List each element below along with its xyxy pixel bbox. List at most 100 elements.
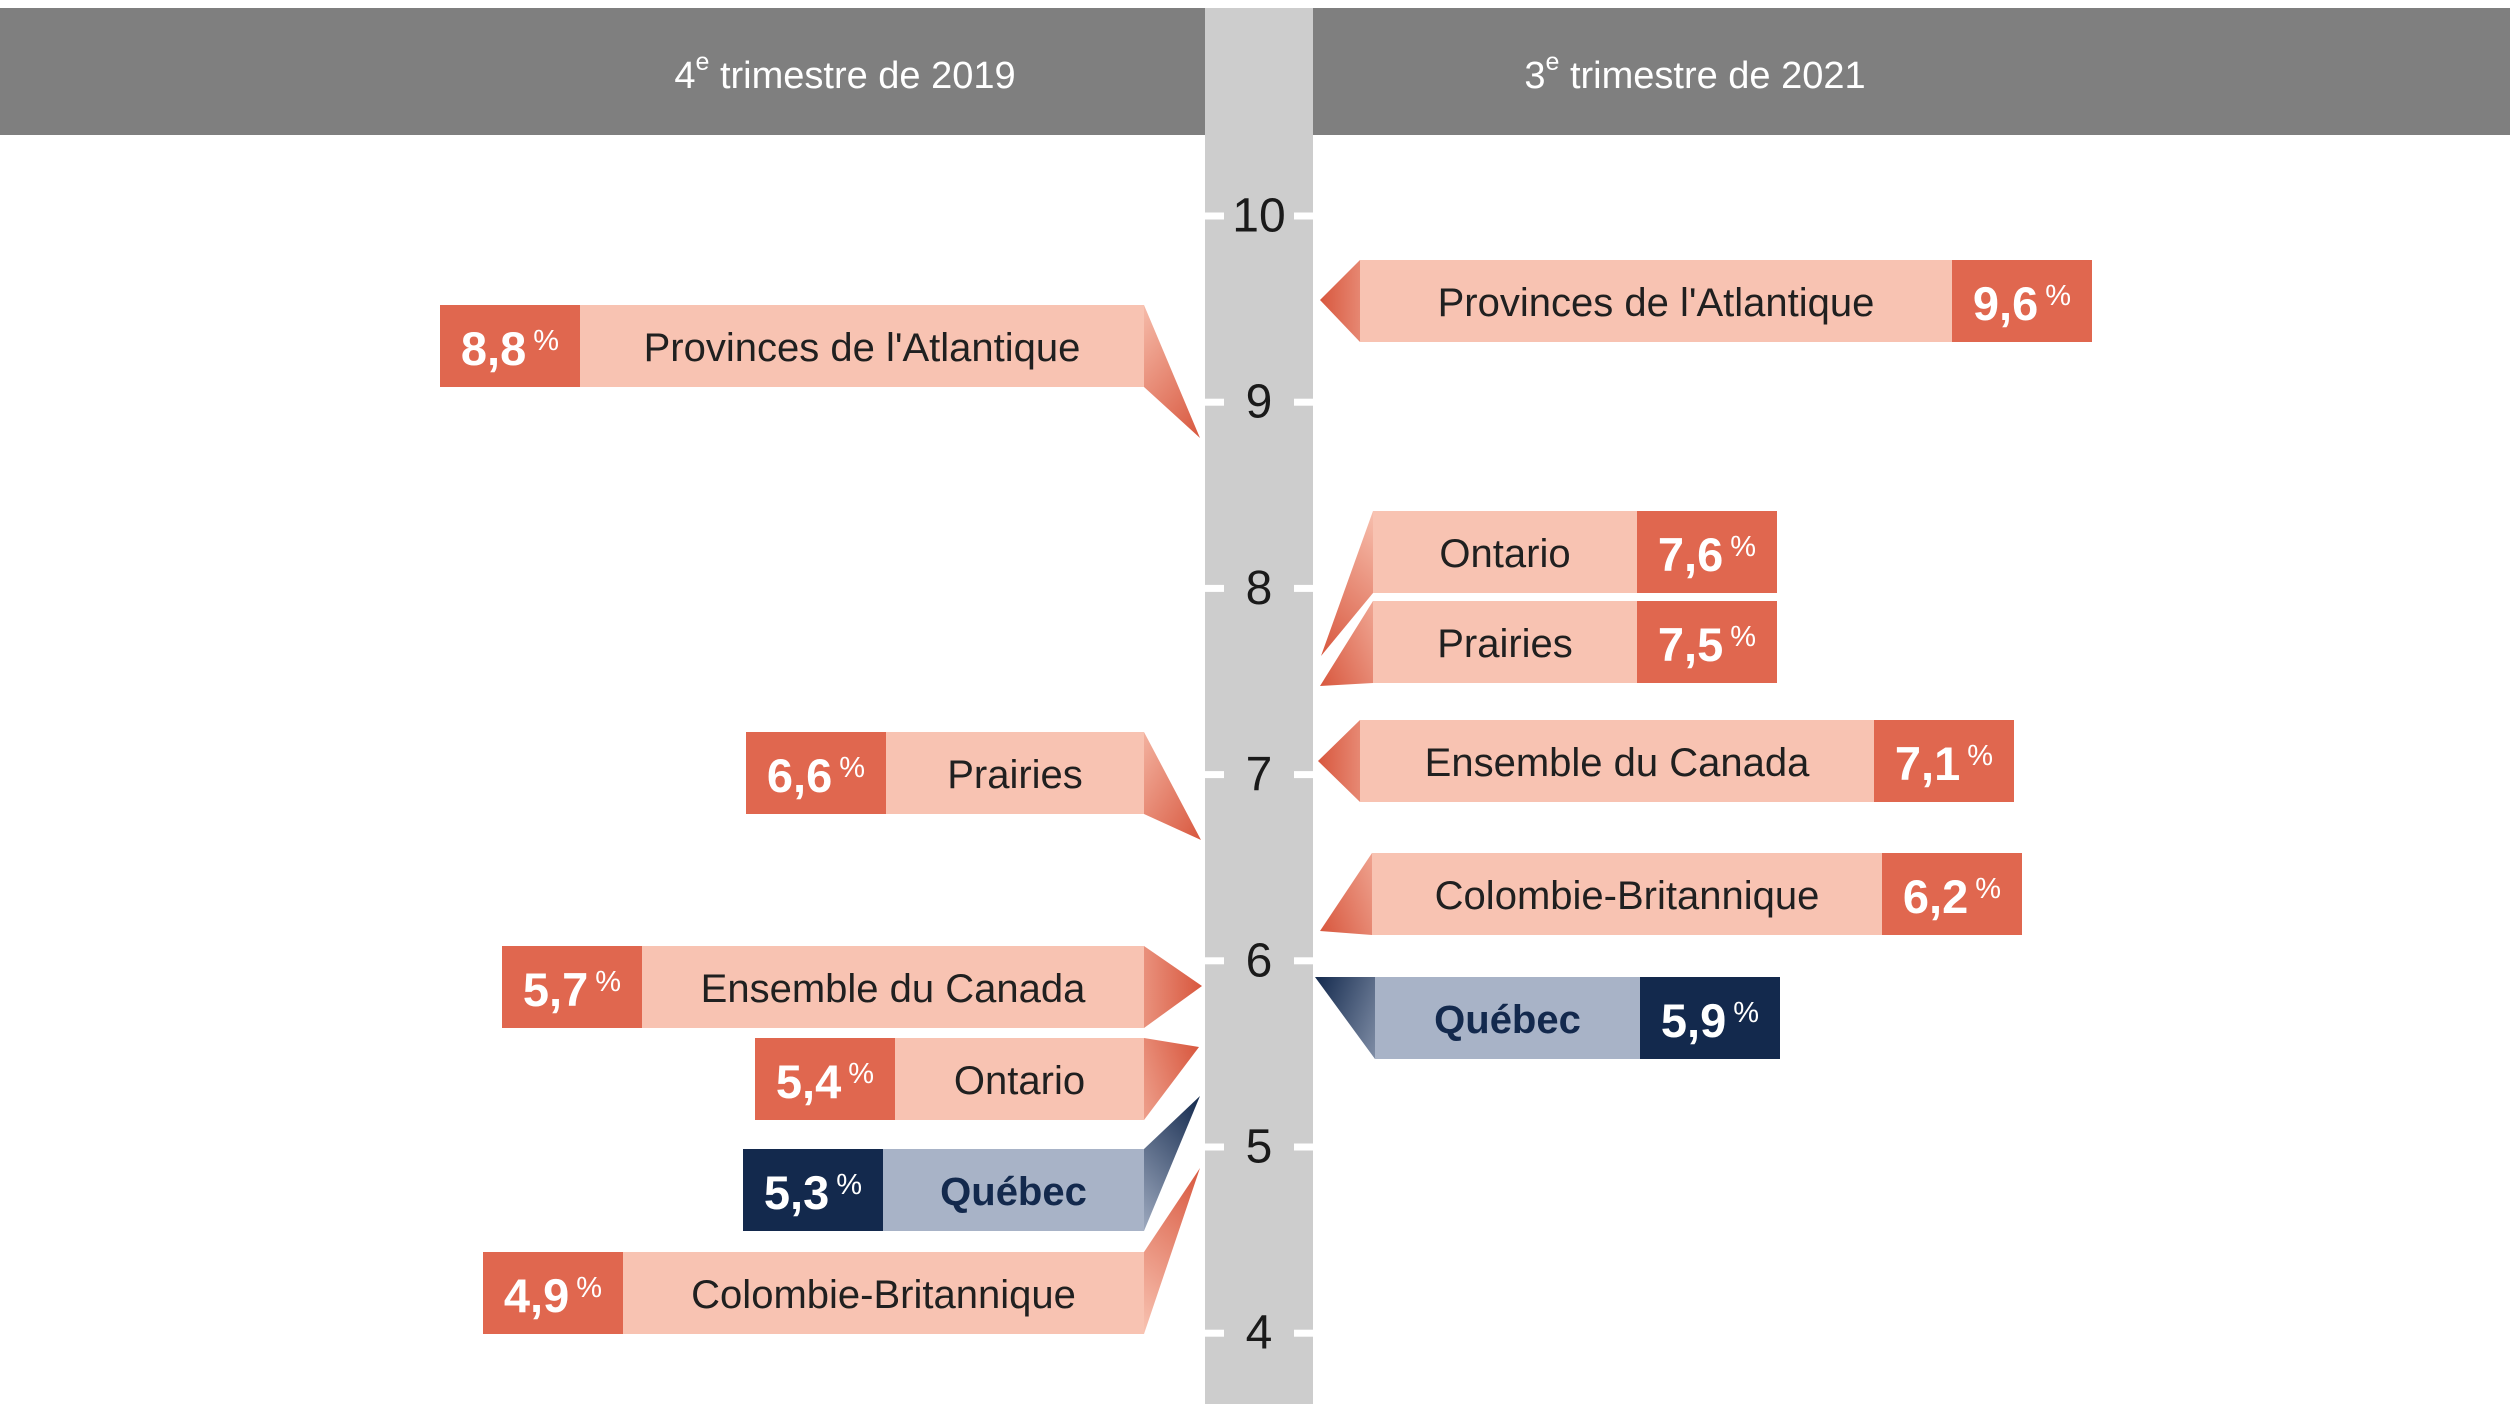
panel-header-title-right: 3e trimestre de 2021 (1524, 48, 1865, 97)
bar-left-colombie-britannique: Colombie-Britannique 4,9% (483, 1168, 1200, 1334)
axis-tick-label: 9 (1246, 376, 1273, 429)
axis-tick-label: 4 (1246, 1307, 1273, 1360)
axis-tick-mark-right (1294, 1329, 1313, 1337)
bar-body (623, 1252, 1144, 1334)
axis-tick-label: 5 (1246, 1121, 1273, 1174)
bar-value: 5,9% (1661, 994, 1759, 1047)
bar-value: 6,2% (1903, 870, 2001, 923)
bar-pointer-tail (1144, 1096, 1200, 1231)
bar-label: Provinces de l'Atlantique (1438, 281, 1875, 325)
bar-value: 5,7% (523, 963, 621, 1016)
axis-tick-mark-left (1205, 771, 1224, 779)
axis-tick-mark-right (1294, 212, 1313, 220)
bar-value: 5,4% (776, 1055, 874, 1108)
bar-value: 5,3% (764, 1166, 862, 1219)
value-chip (1952, 260, 2092, 342)
bar-label: Ontario (954, 1059, 1085, 1103)
bar-value: 4,9% (504, 1269, 602, 1322)
bar-label: Prairies (1437, 622, 1573, 666)
panel-header-right-bg (1313, 8, 2510, 135)
bar-label: Ontario (1439, 532, 1570, 576)
bar-value: 7,5% (1658, 618, 1756, 671)
axis-tick-label: 6 (1246, 934, 1273, 987)
bar-right-quebec: Québec 5,9% (1315, 977, 1780, 1059)
bar-body (1373, 601, 1637, 683)
bar-pointer-tail (1320, 853, 1372, 935)
axis-tick-mark-right (1294, 771, 1313, 779)
bar-label: Colombie-Britannique (691, 1273, 1076, 1317)
bar-label: Ensemble du Canada (701, 967, 1086, 1011)
bar-pointer-tail (1144, 1038, 1199, 1120)
bar-value: 6,6% (767, 749, 865, 802)
bar-pointer-tail (1318, 720, 1360, 802)
axis-tick-mark-left (1205, 957, 1224, 965)
bar-right-provinces-de-l-atlantique: Provinces de l'Atlantique 9,6% (1320, 260, 2092, 342)
bar-body (1360, 260, 1952, 342)
axis-tick-mark-left (1205, 1143, 1224, 1151)
bar-value: 9,6% (1973, 277, 2071, 330)
bar-pointer-tail (1320, 260, 1360, 342)
axis-tick-mark-left (1205, 584, 1224, 592)
bar-pointer-tail (1144, 732, 1201, 840)
axis-tick-label: 8 (1246, 562, 1273, 615)
value-chip (743, 1149, 883, 1231)
value-chip (502, 946, 642, 1028)
bar-label: Québec (940, 1170, 1087, 1214)
value-chip (1882, 853, 2022, 935)
bar-pointer-tail (1144, 305, 1200, 438)
bar-body (1372, 853, 1882, 935)
value-chip (1640, 977, 1780, 1059)
value-chip (746, 732, 886, 814)
bar-label: Prairies (947, 753, 1083, 797)
bar-left-provinces-de-l-atlantique: Provinces de l'Atlantique 8,8% (440, 305, 1200, 438)
bar-body (1373, 511, 1637, 593)
bar-body (895, 1038, 1144, 1120)
bar-value: 8,8% (461, 322, 559, 375)
bar-label: Provinces de l'Atlantique (644, 326, 1081, 370)
axis-tick-mark-left (1205, 1329, 1224, 1337)
bar-body (1375, 977, 1640, 1059)
bar-right-ontario: Ontario 7,6% (1321, 511, 1777, 656)
bar-pointer-tail (1144, 1168, 1200, 1334)
axis-tick-mark-right (1294, 584, 1313, 592)
value-chip (1637, 511, 1777, 593)
value-chip (1874, 720, 2014, 802)
bar-right-prairies: Prairies 7,5% (1320, 601, 1777, 686)
bar-pointer-tail (1144, 946, 1202, 1028)
bar-body (883, 1149, 1144, 1231)
bar-body (886, 732, 1144, 814)
axis-tick-mark-left (1205, 212, 1224, 220)
value-chip (1637, 601, 1777, 683)
bar-body (580, 305, 1144, 387)
bar-value: 7,1% (1895, 737, 1993, 790)
bar-right-ensemble-du-canada: Ensemble du Canada 7,1% (1318, 720, 2014, 802)
bar-label: Québec (1434, 998, 1581, 1042)
axis-tick-mark-right (1294, 1143, 1313, 1151)
bar-right-colombie-britannique: Colombie-Britannique 6,2% (1320, 853, 2022, 935)
bar-label: Colombie-Britannique (1435, 874, 1820, 918)
bar-pointer-tail (1320, 601, 1373, 686)
value-chip (440, 305, 580, 387)
panel-header-left-bg (0, 8, 1205, 135)
bar-left-ensemble-du-canada: Ensemble du Canada 5,7% (502, 946, 1202, 1028)
bar-left-ontario: Ontario 5,4% (755, 1038, 1199, 1120)
bar-left-prairies: Prairies 6,6% (746, 732, 1201, 840)
bar-pointer-tail (1321, 511, 1373, 656)
axis-tick-mark-right (1294, 398, 1313, 406)
value-chip (483, 1252, 623, 1334)
value-axis-column (1205, 8, 1313, 1404)
bar-label: Ensemble du Canada (1425, 741, 1810, 785)
bar-body (642, 946, 1144, 1028)
bar-value: 7,6% (1658, 528, 1756, 581)
bar-left-quebec: Québec 5,3% (743, 1096, 1200, 1231)
panel-header-title-left: 4e trimestre de 2019 (674, 48, 1015, 97)
axis-tick-label: 10 (1232, 190, 1285, 243)
axis-tick-mark-right (1294, 957, 1313, 965)
value-chip (755, 1038, 895, 1120)
axis-tick-label: 7 (1246, 748, 1273, 801)
bar-pointer-tail (1315, 977, 1375, 1059)
axis-tick-mark-left (1205, 398, 1224, 406)
bar-body (1360, 720, 1874, 802)
